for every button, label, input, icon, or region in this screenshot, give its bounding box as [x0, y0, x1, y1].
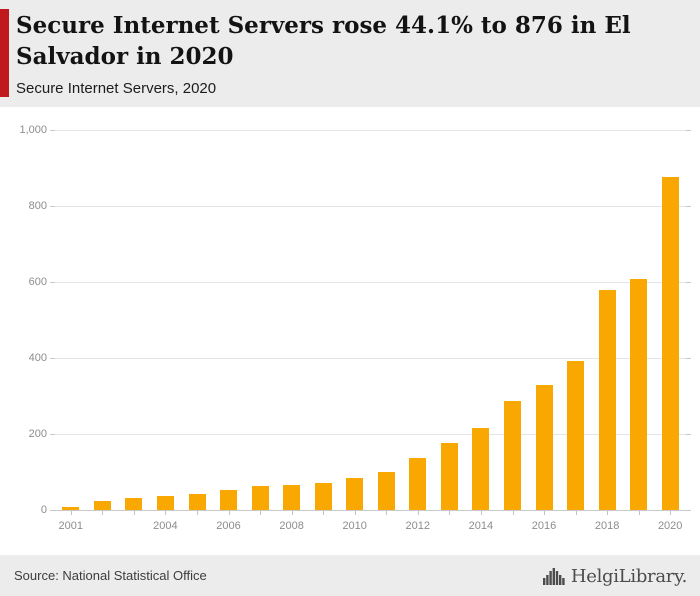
x-axis-label: 2012: [405, 520, 431, 532]
y-axis-label: 800: [28, 200, 47, 212]
y-tick-left: [50, 206, 55, 207]
bar-2008: [283, 485, 301, 510]
gridline: [55, 206, 686, 207]
bar-2016: [535, 385, 553, 510]
x-axis-tick: [512, 511, 514, 515]
footer: Source: National Statistical Office Helg…: [0, 555, 700, 596]
x-axis-label: 2014: [468, 520, 494, 532]
x-axis-label: 2016: [531, 520, 557, 532]
x-axis-tick: [607, 511, 609, 515]
y-tick-right: [686, 510, 691, 511]
x-axis-tick: [449, 511, 451, 515]
x-axis-label: 2006: [216, 520, 241, 532]
bar-2001: [62, 507, 80, 510]
gridline: [55, 358, 686, 359]
bar-2017: [567, 361, 585, 510]
y-tick-right: [686, 206, 691, 207]
x-axis-label: 2018: [594, 520, 620, 532]
brand-logo[interactable]: HelgiLibrary.: [542, 563, 687, 589]
bar-2009: [314, 483, 332, 510]
x-axis-line: [55, 510, 686, 511]
x-axis-tick: [291, 511, 293, 515]
y-tick-left: [50, 434, 55, 435]
x-axis-label: 2020: [657, 520, 683, 532]
y-axis-label: 200: [28, 428, 47, 440]
x-axis-label: 2001: [58, 520, 84, 532]
bar-2018: [598, 290, 616, 510]
x-axis-tick: [197, 511, 198, 515]
x-axis-tick: [480, 511, 482, 515]
x-axis-tick: [386, 511, 388, 515]
x-axis-tick: [354, 511, 356, 515]
bar-2010: [346, 478, 364, 510]
y-tick-left: [50, 282, 55, 283]
x-axis-tick: [102, 511, 104, 515]
y-axis-label: 1,000: [19, 124, 47, 136]
bar-2019: [630, 279, 648, 510]
x-axis-tick: [575, 511, 577, 515]
y-tick-right: [686, 358, 691, 359]
bar-2020: [661, 177, 679, 510]
plot-area: 0 200 400 600 800 1,000 2001 2004 2006 2008 2010 20…: [19, 124, 691, 532]
y-axis-label: 400: [28, 352, 47, 364]
y-tick-left: [50, 130, 55, 131]
x-axis-tick: [670, 511, 672, 515]
x-axis-tick: [544, 511, 545, 515]
bar-2012: [409, 458, 427, 510]
accent-bar: [0, 9, 9, 97]
bar-2015: [504, 401, 521, 510]
y-axis-label: 600: [28, 276, 47, 288]
bar-2005: [188, 494, 206, 510]
x-axis-label: 2010: [342, 520, 367, 532]
brand-name: HelgiLibrary.: [570, 565, 687, 587]
x-axis-tick: [70, 511, 72, 515]
x-axis-tick: [165, 511, 167, 515]
bar-2003: [125, 498, 143, 510]
y-tick-left: [50, 510, 55, 511]
x-axis-tick: [417, 511, 419, 515]
gridline: [55, 130, 686, 131]
bar-2011: [377, 472, 395, 510]
y-tick-right: [686, 282, 691, 283]
bar-2014: [472, 428, 490, 510]
bar-2002: [93, 501, 111, 510]
y-tick-left: [50, 358, 55, 359]
bar-2013: [440, 443, 458, 510]
bar-2006: [220, 490, 237, 510]
chart-title: Secure Internet Servers rose 44.1% to 87…: [16, 12, 631, 70]
y-axis-label: 0: [40, 504, 47, 516]
x-axis-tick: [133, 511, 135, 515]
x-axis-tick: [260, 511, 262, 515]
helgi-bars-logo-icon: [542, 567, 565, 585]
y-tick-right: [686, 434, 691, 435]
x-axis-tick: [638, 511, 640, 515]
y-tick-right: [686, 130, 691, 131]
bar-2004: [156, 496, 174, 510]
x-axis-label: 2004: [153, 520, 178, 532]
x-axis-label: 2008: [279, 520, 304, 532]
bar-2007: [251, 486, 269, 510]
x-axis-tick: [228, 511, 230, 515]
source-text: Source: National Statistical Office: [14, 568, 207, 583]
gridline: [55, 282, 686, 283]
header: Secure Internet Servers rose 44.1% to 87…: [0, 0, 700, 107]
x-axis-tick: [323, 511, 325, 515]
gridline: [55, 434, 686, 435]
chart-subtitle: Secure Internet Servers, 2020: [16, 80, 217, 97]
